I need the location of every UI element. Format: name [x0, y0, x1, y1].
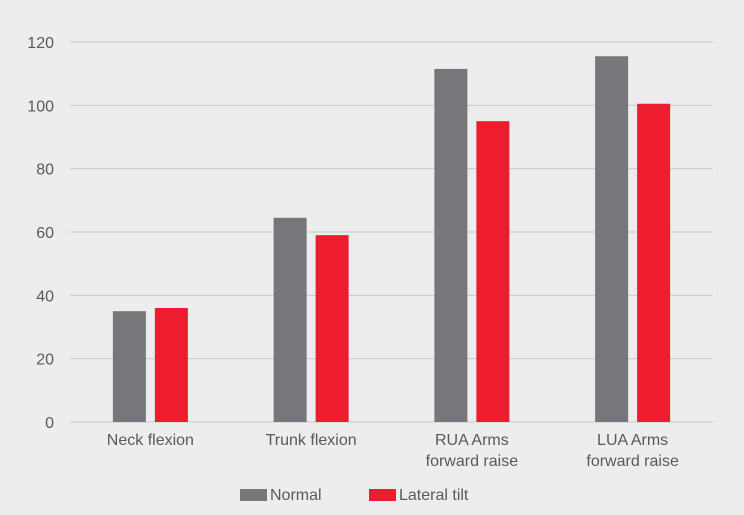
- legend-label: Normal: [270, 487, 322, 504]
- bar-normal: [273, 217, 307, 422]
- y-axis-tick-labels: 0 20 40 60 80 100 120: [27, 35, 54, 432]
- x-category-label: Neck flexion: [107, 432, 194, 449]
- y-tick-label: 80: [36, 162, 54, 179]
- bar-normal: [112, 311, 146, 422]
- bars: [112, 56, 671, 423]
- x-axis-category-labels: Neck flexion Trunk flexion RUA Arms forward…: [107, 432, 679, 470]
- y-tick-label: 40: [36, 288, 54, 305]
- x-category-label: forward raise: [586, 453, 679, 470]
- bar-lateral-tilt: [315, 235, 349, 422]
- y-tick-label: 120: [27, 35, 54, 52]
- x-category-label: RUA Arms: [435, 432, 509, 449]
- bar-normal: [434, 68, 468, 423]
- y-tick-label: 100: [27, 98, 54, 115]
- bar-lateral-tilt: [637, 103, 671, 422]
- legend-swatch: [240, 489, 267, 501]
- bar-lateral-tilt: [154, 308, 188, 422]
- legend: Normal Lateral tilt: [240, 487, 469, 504]
- x-category-label: LUA Arms: [597, 432, 668, 449]
- legend-swatch: [369, 489, 396, 501]
- bar-normal: [595, 56, 629, 422]
- y-tick-label: 20: [36, 352, 54, 369]
- x-category-label: forward raise: [426, 453, 519, 470]
- legend-label: Lateral tilt: [399, 487, 469, 504]
- bar-lateral-tilt: [476, 121, 510, 423]
- y-tick-label: 60: [36, 225, 54, 242]
- x-category-label: Trunk flexion: [266, 432, 357, 449]
- y-tick-label: 0: [45, 415, 54, 432]
